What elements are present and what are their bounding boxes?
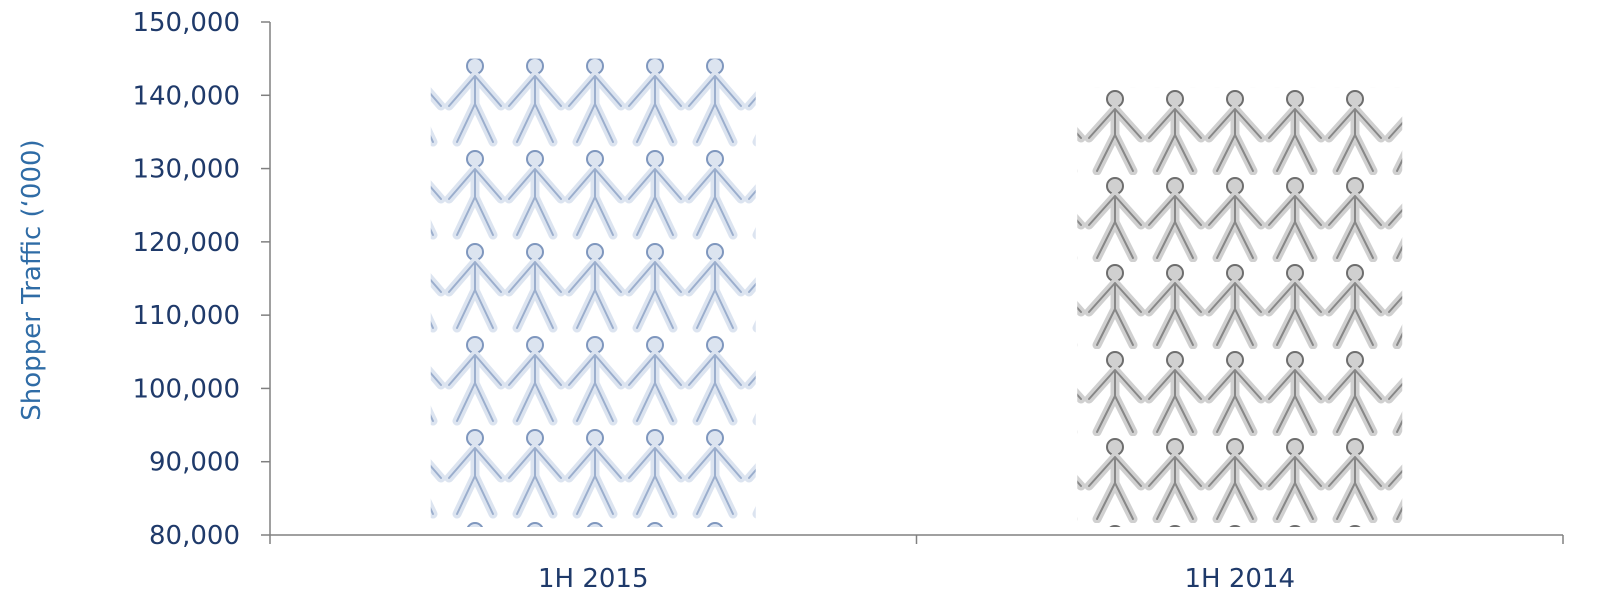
bar-1h-2015 <box>430 58 756 528</box>
y-tick-label: 120,000 <box>132 228 240 258</box>
y-tick-label: 110,000 <box>132 301 240 331</box>
y-tick-label: 150,000 <box>132 8 240 38</box>
bars-layer <box>430 58 1403 528</box>
y-tick-label: 140,000 <box>132 81 240 111</box>
y-tick-label: 130,000 <box>132 155 240 185</box>
y-tick-label: 90,000 <box>149 448 240 478</box>
y-axis-title: Shopper Traffic (‘000) <box>17 139 47 420</box>
y-tick-label: 100,000 <box>132 374 240 404</box>
x-axis-ticks: 1H 2015 1H 2014 <box>269 535 1564 594</box>
y-tick-label: 80,000 <box>149 521 240 551</box>
x-tick-label: 1H 2014 <box>1184 564 1295 594</box>
x-tick-label: 1H 2015 <box>538 564 649 594</box>
bar-1h-2014 <box>1077 87 1403 527</box>
y-axis-ticks: 80,000 90,000 100,000 110,000 120,000 130,000… <box>132 8 270 551</box>
